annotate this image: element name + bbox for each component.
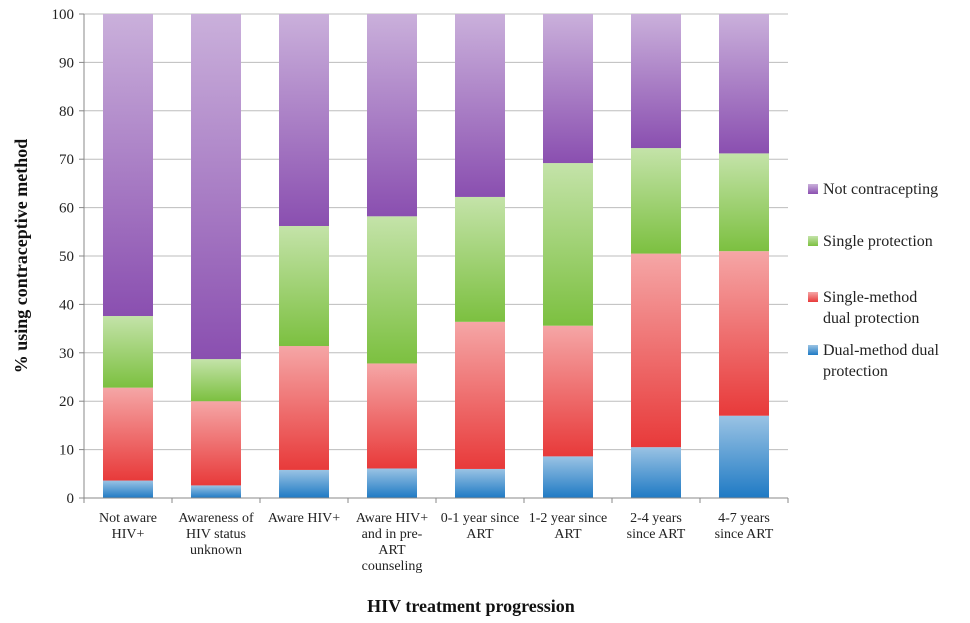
y-axis-title: % using contraceptive method — [11, 139, 31, 373]
legend-label: Single-method dual protection — [823, 289, 919, 327]
bar-segment — [191, 485, 241, 498]
y-tick-labels: 0 10 20 30 40 50 60 70 80 90 100 — [52, 7, 75, 507]
bar-segment — [279, 226, 329, 346]
bar-segment — [191, 359, 241, 401]
bar-segment — [367, 468, 417, 498]
legend-label: Single protection — [823, 233, 933, 250]
y-tick-label: 70 — [59, 152, 74, 168]
x-category-label: Awareness of HIV status unknown — [178, 511, 254, 558]
bar-segment — [719, 251, 769, 416]
bar-segment — [279, 470, 329, 498]
bar-segment — [543, 163, 593, 326]
bar-segment — [631, 14, 681, 148]
bar-segment — [631, 254, 681, 448]
legend-swatch — [808, 184, 818, 194]
y-tick-label: 10 — [59, 443, 74, 459]
bar-segment — [631, 447, 681, 498]
x-category-label: Aware HIV+ and in pre-ART counseling — [356, 511, 428, 574]
legend-label: Not contracepting — [823, 181, 938, 198]
bar-segment — [543, 456, 593, 498]
bar-segment — [367, 14, 417, 216]
y-tick-label: 100 — [52, 7, 75, 23]
gridlines — [84, 14, 788, 498]
x-category-labels: Not aware HIV+ Awareness of HIV status unkno… — [99, 511, 774, 574]
bar-segment — [719, 14, 769, 153]
bar-segment — [543, 326, 593, 457]
bar-segment — [191, 401, 241, 485]
bar-segment — [103, 14, 153, 316]
bar-segment — [455, 197, 505, 322]
bar-segment — [455, 322, 505, 469]
y-tick-label: 60 — [59, 201, 74, 217]
axes — [79, 14, 788, 503]
bar-segment — [719, 416, 769, 498]
y-tick-label: 0 — [67, 491, 75, 507]
x-axis-title: HIV treatment progression — [367, 596, 575, 616]
bar-segment — [103, 316, 153, 388]
y-tick-label: 50 — [59, 249, 74, 265]
x-category-label: Not aware HIV+ — [99, 511, 157, 542]
legend: Not contracepting Single protection Single… — [808, 181, 940, 380]
bar-segment — [103, 388, 153, 481]
legend-swatch — [808, 345, 818, 355]
y-tick-label: 30 — [59, 346, 74, 362]
bar-segment — [719, 153, 769, 251]
bar-segment — [455, 469, 505, 498]
legend-label: Dual-method dual protection — [823, 342, 940, 380]
y-tick-label: 90 — [59, 55, 74, 71]
y-tick-label: 80 — [59, 104, 74, 120]
y-tick-label: 20 — [59, 394, 74, 410]
x-category-label: Aware HIV+ — [268, 511, 340, 526]
legend-swatch — [808, 292, 818, 302]
x-category-label: 4-7 years since ART — [715, 511, 774, 542]
bar-segment — [631, 148, 681, 254]
x-category-label: 1-2 year since ART — [529, 511, 608, 542]
bar-segment — [367, 216, 417, 363]
bar-segment — [367, 363, 417, 468]
bar-segment — [279, 14, 329, 226]
y-tick-label: 40 — [59, 297, 74, 313]
bar-segment — [103, 481, 153, 498]
x-category-label: 2-4 years since ART — [627, 511, 686, 542]
legend-swatch — [808, 236, 818, 246]
x-category-label: 0-1 year since ART — [441, 511, 520, 542]
bar-segment — [455, 14, 505, 197]
bar-segment — [191, 14, 241, 359]
bar-segment — [543, 14, 593, 163]
bar-segment — [279, 346, 329, 470]
